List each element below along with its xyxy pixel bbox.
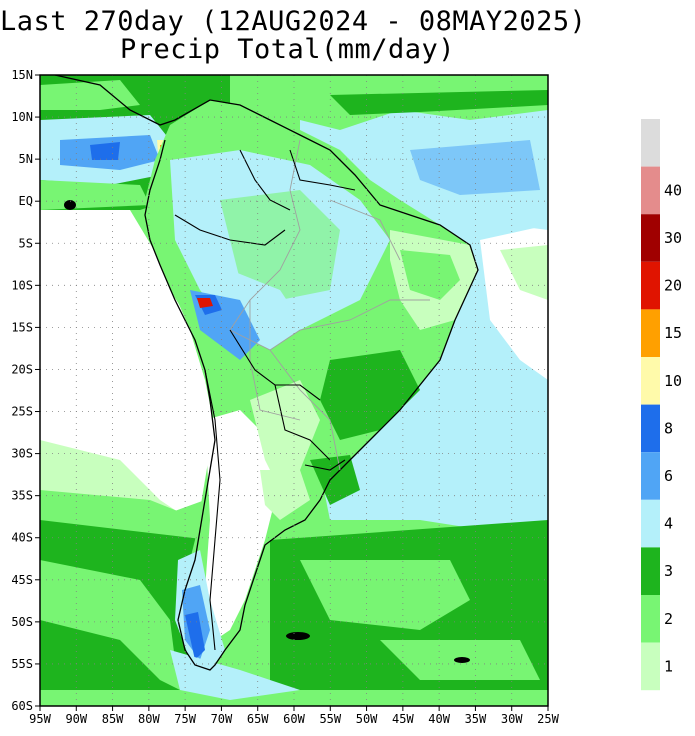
- chart-title: Last 270day (12AUG2024 - 08MAY2025): [0, 6, 587, 37]
- lat-tick-label: 10N: [11, 110, 33, 124]
- colorbar-swatch: [641, 452, 660, 500]
- colorbar-swatch: [641, 595, 660, 643]
- colorbar-label: 20: [664, 277, 682, 295]
- lat-tick-label: 40S: [11, 531, 33, 545]
- colorbar-label: 3: [664, 562, 673, 580]
- lon-tick-label: 60W: [283, 712, 305, 726]
- lat-tick-label: 5N: [19, 152, 33, 166]
- colorbar-label: 4: [664, 515, 673, 533]
- country-borders: [174, 149, 356, 651]
- lat-tick-label: 15S: [11, 320, 33, 334]
- lat-tick-label: 45S: [11, 573, 33, 587]
- colorbar-label: 1: [664, 657, 673, 675]
- colorbar-label: 15: [664, 324, 682, 342]
- lon-tick-label: 95W: [29, 712, 51, 726]
- lat-tick-label: 15N: [11, 68, 33, 82]
- lon-tick-label: 40W: [428, 712, 450, 726]
- colorbar-label: 40: [664, 181, 682, 199]
- colorbar-swatch: [641, 499, 660, 548]
- lon-tick-label: 35W: [465, 712, 487, 726]
- lon-tick-label: 75W: [174, 712, 196, 726]
- lat-tick-label: 10S: [11, 278, 33, 292]
- lon-tick-label: 90W: [65, 712, 87, 726]
- colorbar-swatch: [641, 357, 660, 405]
- grid-lines: [40, 75, 548, 706]
- lon-tick-label: 25W: [537, 712, 559, 726]
- colorbar: 40 30 20 15 10 8 6 4 3 2 1: [641, 119, 682, 691]
- admin-borders: [229, 139, 430, 471]
- lat-tick-label: 60S: [11, 699, 33, 713]
- latitude-axis: 15N 10N 5N EQ 5S 10S 15S 20S 25S 30S 35S 40S 45S 50S 5…: [11, 68, 40, 713]
- lon-tick-label: 30W: [501, 712, 523, 726]
- lat-tick-label: 5S: [19, 236, 33, 250]
- colorbar-swatch: [641, 166, 660, 215]
- colorbar-label: 6: [664, 467, 673, 485]
- colorbar-swatch: [641, 261, 660, 310]
- colorbar-swatch: [641, 642, 660, 691]
- colorbar-swatch: [641, 547, 660, 595]
- colorbar-label: 10: [664, 372, 682, 390]
- longitude-axis: 95W 90W 85W 80W 75W 70W 65W 60W 55W 50W 45W 40W 35W 3…: [29, 706, 560, 726]
- lon-tick-label: 85W: [102, 712, 124, 726]
- colorbar-swatch: [641, 309, 660, 357]
- lon-tick-label: 55W: [319, 712, 341, 726]
- lat-tick-label: 20S: [11, 362, 33, 376]
- colorbar-swatch: [641, 214, 660, 262]
- lon-tick-label: 80W: [138, 712, 160, 726]
- colorbar-swatch: [641, 404, 660, 453]
- lat-tick-label: 30S: [11, 447, 33, 461]
- colorbar-label: 2: [664, 610, 673, 628]
- lon-tick-label: 65W: [247, 712, 269, 726]
- lat-tick-label: 50S: [11, 615, 33, 629]
- colorbar-label: 8: [664, 419, 673, 437]
- lat-tick-label: 25S: [11, 405, 33, 419]
- lat-tick-label: 35S: [11, 489, 33, 503]
- colorbar-swatch: [641, 119, 660, 167]
- chart-subtitle: Precip Total(mm/day): [119, 34, 456, 65]
- lon-tick-label: 45W: [392, 712, 414, 726]
- lon-tick-label: 50W: [356, 712, 378, 726]
- map-fields: [40, 75, 548, 706]
- lon-tick-label: 70W: [211, 712, 233, 726]
- lat-tick-label: 55S: [11, 657, 33, 671]
- lat-tick-label: EQ: [19, 194, 33, 208]
- colorbar-label: 30: [664, 229, 682, 247]
